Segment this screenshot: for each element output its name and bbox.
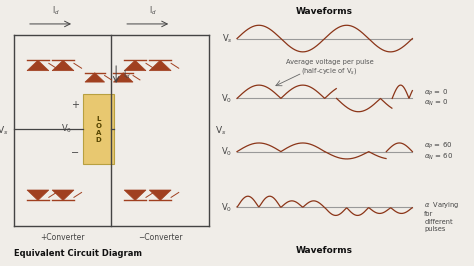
Text: $\alpha_P$ = 60: $\alpha_P$ = 60 (424, 141, 453, 151)
Bar (83, 94, 114, 164)
Text: I$_d$: I$_d$ (123, 68, 131, 81)
Polygon shape (85, 73, 105, 82)
Text: V$_s$: V$_s$ (215, 124, 226, 136)
Text: V$_s$: V$_s$ (221, 32, 232, 45)
Text: Waveforms: Waveforms (296, 7, 353, 16)
Text: Waveforms: Waveforms (296, 246, 353, 255)
Polygon shape (149, 190, 171, 200)
Text: Average voltage per pulse
(half-cycle of V$_s$): Average voltage per pulse (half-cycle of… (285, 59, 374, 77)
Polygon shape (27, 60, 49, 71)
Text: V$_0$: V$_0$ (221, 201, 232, 214)
Text: I$_d$: I$_d$ (52, 5, 60, 17)
Text: V$_s$: V$_s$ (0, 124, 8, 136)
Text: −Converter: −Converter (138, 233, 182, 242)
Text: V$_0$: V$_0$ (221, 92, 232, 105)
Polygon shape (124, 60, 146, 71)
Text: $\alpha$  Varying
for
different
pulses: $\alpha$ Varying for different pulses (424, 200, 460, 232)
Text: V$_0$: V$_0$ (221, 146, 232, 158)
Polygon shape (149, 60, 171, 71)
Text: +: + (71, 100, 79, 110)
Text: Equivalent Circuit Diagram: Equivalent Circuit Diagram (14, 249, 142, 258)
Polygon shape (113, 73, 133, 82)
Text: −: − (71, 148, 79, 158)
Text: L
O
A
D: L O A D (95, 115, 101, 143)
Text: $\alpha_N$ = 0: $\alpha_N$ = 0 (424, 98, 449, 108)
Text: $\alpha_N$ = 60: $\alpha_N$ = 60 (424, 151, 454, 161)
Polygon shape (124, 190, 146, 200)
Text: I$_d$: I$_d$ (149, 5, 157, 17)
Text: $\alpha_P$ = 0: $\alpha_P$ = 0 (424, 88, 448, 98)
Polygon shape (52, 190, 74, 200)
Text: V$_0$: V$_0$ (61, 123, 72, 135)
Text: +Converter: +Converter (41, 233, 85, 242)
Polygon shape (52, 60, 74, 71)
Polygon shape (27, 190, 49, 200)
